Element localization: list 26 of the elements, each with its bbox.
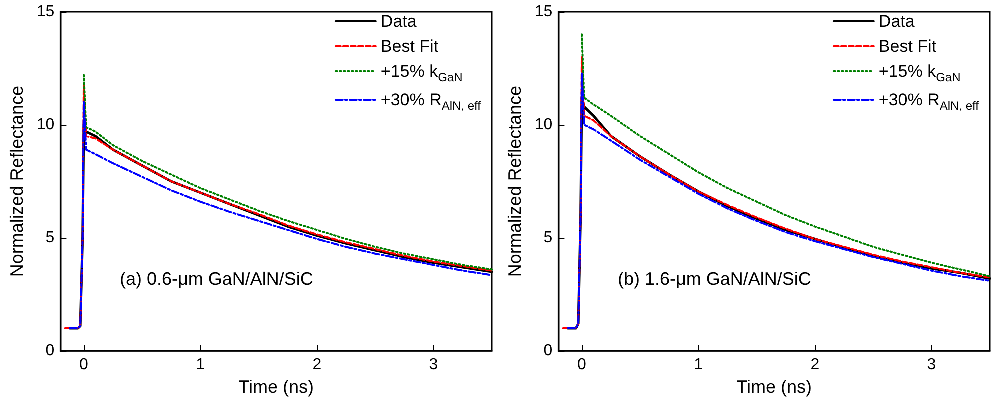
x-tick-label: 3 [927, 356, 936, 374]
annotation: (b) 1.6-μm GaN/AlN/SiC [618, 269, 812, 289]
x-tick-label: 0 [578, 356, 587, 374]
x-tick-label: 2 [312, 356, 322, 374]
y-axis-title: Normalized Reflectance [7, 86, 27, 278]
x-tick-label: 3 [429, 356, 438, 374]
y-tick-label: 10 [534, 116, 553, 134]
y-tick-label: 10 [36, 116, 55, 134]
y-tick-label: 5 [46, 230, 55, 247]
y-tick-label: 5 [544, 230, 553, 247]
y-tick-label: 15 [36, 4, 55, 20]
x-tick-label: 1 [196, 356, 206, 374]
y-tick-label: 15 [534, 4, 553, 20]
x-axis-title: Time (ns) [238, 377, 314, 397]
legend-label: Best Fit [878, 37, 937, 56]
legend-label: Best Fit [380, 37, 439, 56]
y-axis-title: Normalized Reflectance [505, 86, 525, 278]
x-axis-title: Time (ns) [736, 377, 812, 397]
y-tick-label: 0 [46, 342, 55, 360]
legend-label: Data [878, 12, 916, 31]
y-tick-label: 0 [544, 342, 553, 360]
x-tick-label: 0 [80, 356, 89, 374]
x-tick-label: 1 [694, 356, 704, 374]
legend-label: Data [380, 12, 418, 31]
annotation: (a) 0.6-μm GaN/AlN/SiC [120, 269, 314, 289]
x-tick-label: 2 [810, 356, 820, 374]
